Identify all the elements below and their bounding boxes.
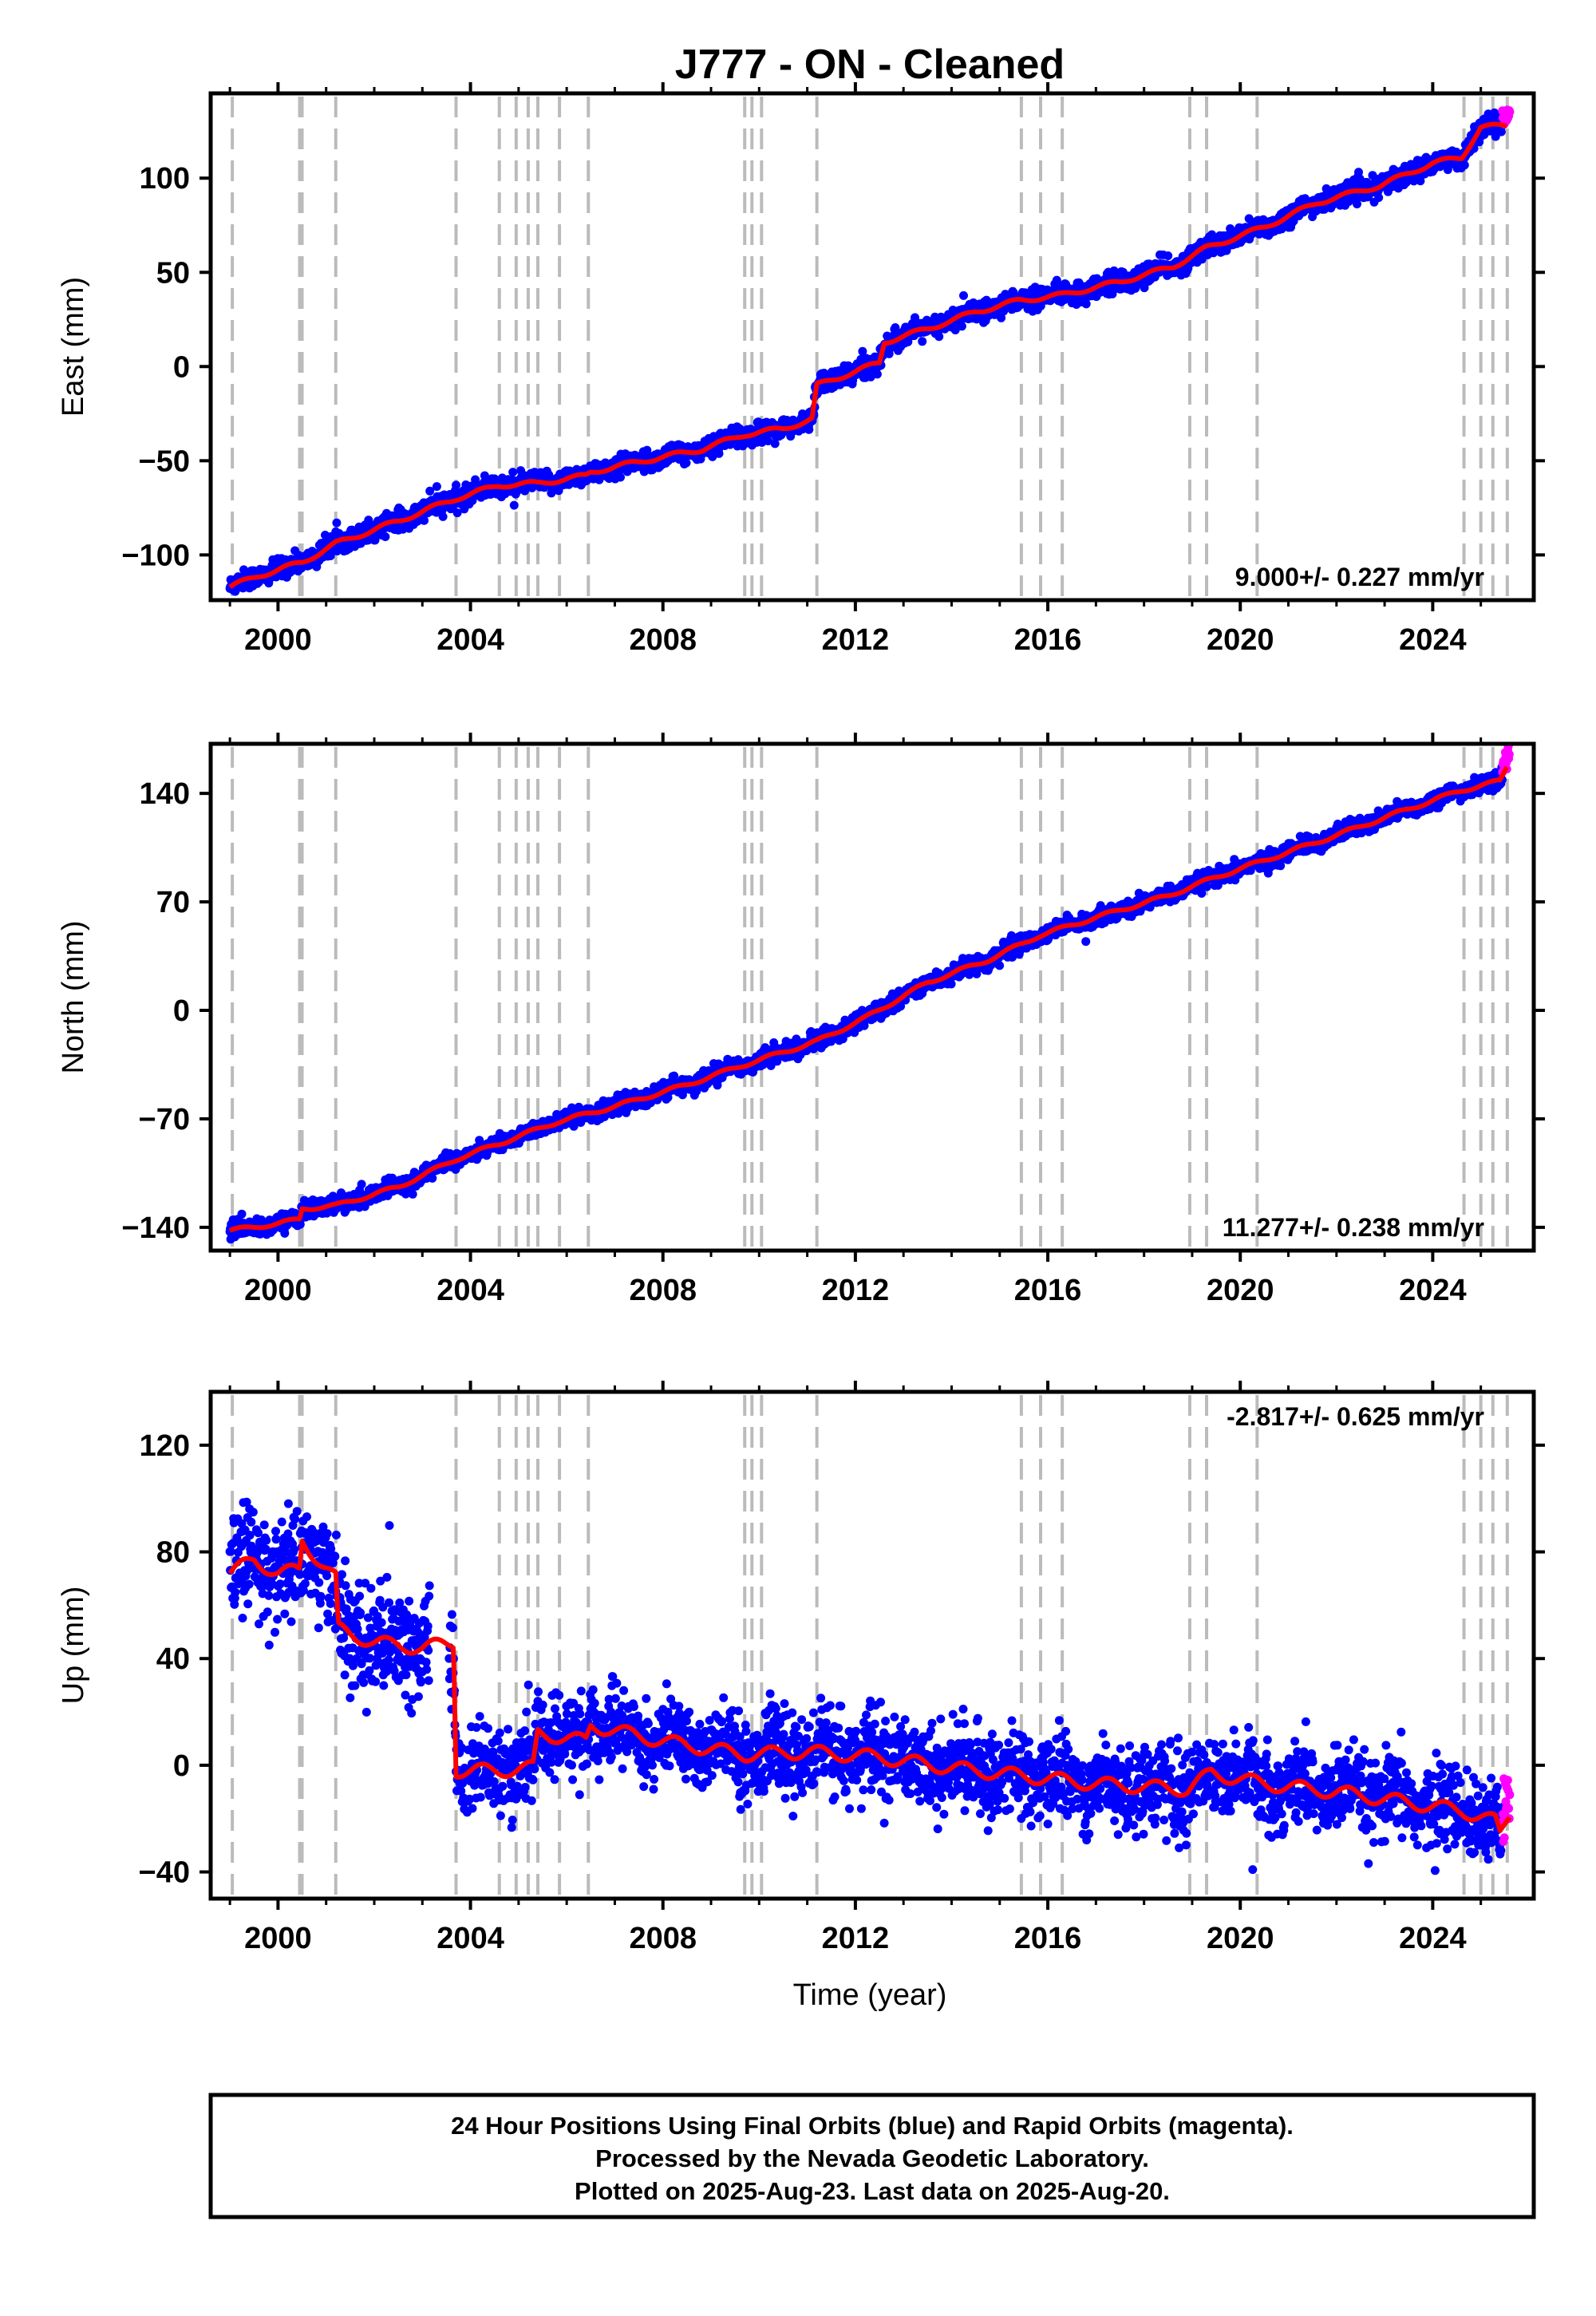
east-point — [1374, 193, 1384, 203]
east-point — [1460, 160, 1469, 170]
east-point — [770, 439, 780, 449]
east-point — [858, 346, 867, 356]
east-point — [959, 290, 968, 300]
east-point — [918, 337, 927, 346]
east-point — [438, 512, 448, 521]
east-point — [508, 468, 518, 477]
east-point — [714, 449, 724, 458]
east-point — [1081, 299, 1091, 309]
north-point — [237, 1209, 247, 1219]
east-point — [681, 458, 691, 468]
east-x-tick-label: 2024 — [1399, 623, 1467, 657]
east-point — [425, 486, 435, 496]
east-panel: 2000 2004 2008 2012 2016 2020 2024 −100 −50 0 50 10… — [57, 82, 1545, 657]
east-y-tick-label: 100 — [140, 162, 190, 196]
east-point — [1163, 251, 1173, 260]
east-x-tick-label: 2016 — [1014, 623, 1082, 657]
east-event-lines — [231, 97, 1509, 597]
east-x-tick-label: 2020 — [1207, 623, 1274, 657]
east-point — [432, 482, 441, 492]
east-point — [934, 332, 944, 342]
east-y-tick-label: −100 — [121, 539, 190, 572]
east-point — [471, 475, 480, 484]
north-point — [357, 1180, 366, 1189]
east-y-tick-label: 0 — [173, 350, 190, 384]
east-point — [332, 518, 342, 528]
north-point — [408, 1189, 417, 1199]
east-point — [1353, 200, 1361, 209]
east-point — [764, 437, 772, 445]
north-point — [428, 1173, 437, 1183]
east-y-axis-label: East (mm) — [57, 277, 90, 417]
north-final-orbit-points — [225, 763, 1507, 1244]
east-point — [616, 472, 625, 482]
east-point — [420, 516, 429, 525]
east-point — [804, 425, 814, 434]
east-point — [595, 475, 604, 484]
east-point — [957, 322, 966, 331]
east-point — [452, 480, 460, 490]
east-point — [866, 372, 875, 381]
east-final-orbit-points — [225, 108, 1507, 596]
east-y-tick-label: 50 — [156, 256, 190, 290]
chart-title: J777 - ON - Cleaned — [675, 41, 1065, 88]
east-point — [452, 508, 462, 518]
east-point — [509, 500, 519, 510]
east-x-tick-label: 2012 — [822, 623, 890, 657]
east-rate-label: 9.000+/- 0.227 mm/yr — [1235, 563, 1484, 591]
east-point — [381, 532, 390, 541]
east-point — [872, 370, 882, 379]
east-x-tick-label: 2004 — [437, 623, 504, 657]
east-x-tick-label: 2008 — [629, 623, 697, 657]
east-x-tick-label: 2000 — [244, 623, 312, 657]
east-point — [326, 551, 335, 560]
east-rapid-point — [1505, 107, 1515, 117]
north-panel: 2000 2004 2008 2012 2016 2020 2024−140−7007014… — [57, 733, 1545, 1307]
east-y-tick-label: −50 — [139, 445, 190, 478]
north-point — [280, 1228, 290, 1238]
